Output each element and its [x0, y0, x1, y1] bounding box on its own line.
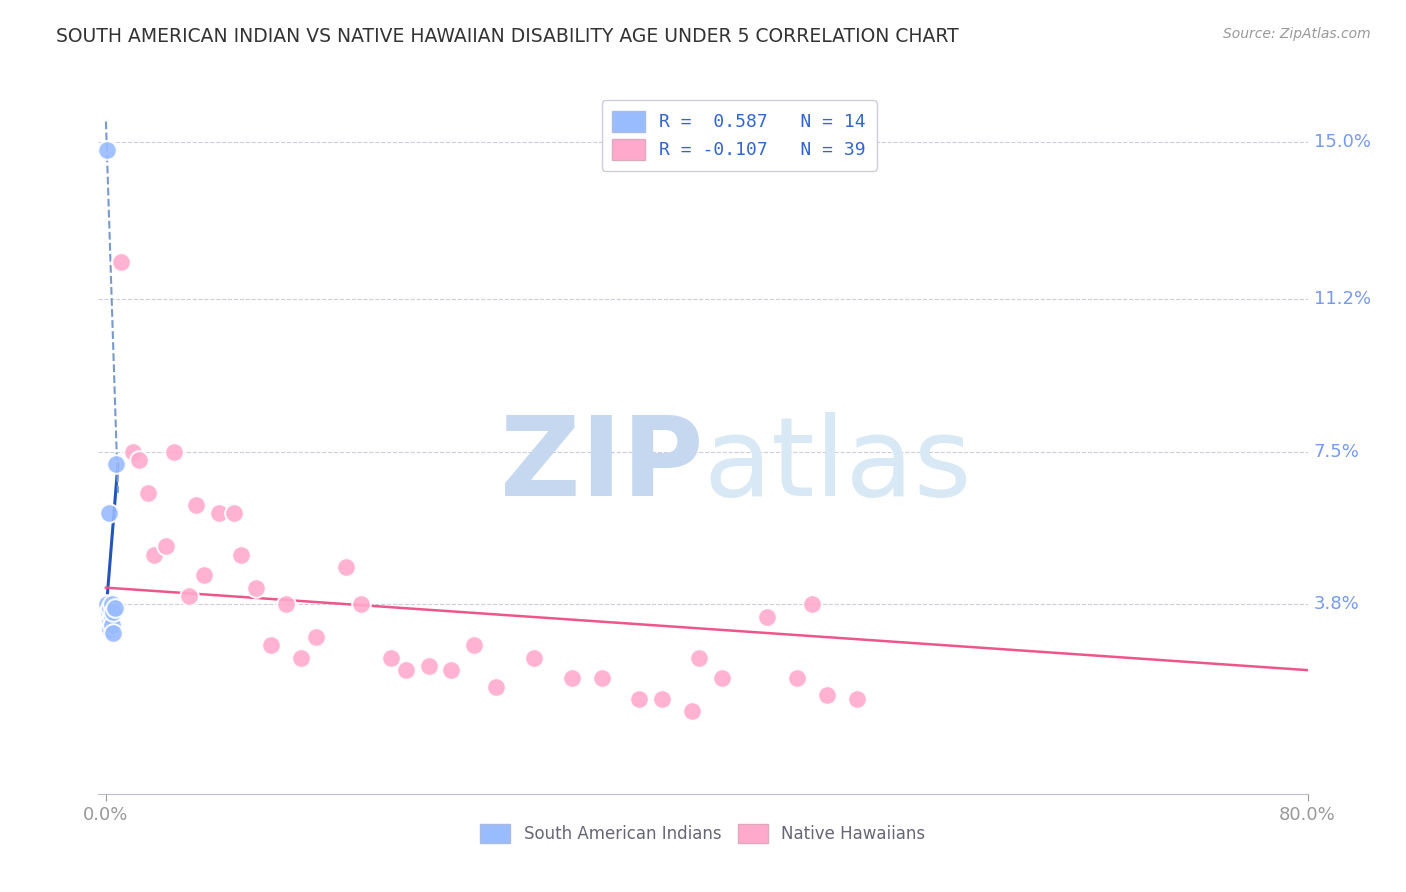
- Point: [155, 540, 177, 554]
- Point: [103, 606, 125, 620]
- Point: [143, 548, 166, 562]
- Text: 11.2%: 11.2%: [1313, 290, 1371, 308]
- Point: [395, 663, 418, 677]
- Point: [193, 568, 215, 582]
- Point: [350, 597, 373, 611]
- Point: [755, 609, 778, 624]
- Point: [229, 548, 252, 562]
- Point: [305, 630, 328, 644]
- Text: SOUTH AMERICAN INDIAN VS NATIVE HAWAIIAN DISABILITY AGE UNDER 5 CORRELATION CHAR: SOUTH AMERICAN INDIAN VS NATIVE HAWAIIAN…: [56, 27, 959, 45]
- Point: [815, 688, 838, 702]
- Point: [380, 650, 402, 665]
- Point: [128, 452, 150, 467]
- Legend: South American Indians, Native Hawaiians: South American Indians, Native Hawaiians: [474, 817, 932, 850]
- Text: ZIP: ZIP: [499, 412, 703, 519]
- Point: [800, 597, 823, 611]
- Point: [162, 444, 184, 458]
- Point: [100, 622, 122, 636]
- Text: atlas: atlas: [703, 412, 972, 519]
- Point: [290, 650, 312, 665]
- Text: 15.0%: 15.0%: [1313, 133, 1371, 151]
- Point: [101, 597, 124, 611]
- Text: Source: ZipAtlas.com: Source: ZipAtlas.com: [1223, 27, 1371, 41]
- Point: [177, 589, 200, 603]
- Point: [276, 597, 298, 611]
- Point: [485, 680, 508, 694]
- Point: [101, 609, 124, 624]
- Text: 7.5%: 7.5%: [1313, 442, 1360, 460]
- Point: [628, 692, 651, 706]
- Point: [101, 617, 124, 632]
- Point: [786, 672, 808, 686]
- Point: [96, 144, 118, 158]
- Point: [104, 601, 127, 615]
- Point: [100, 614, 122, 628]
- Point: [681, 705, 703, 719]
- Point: [440, 663, 463, 677]
- Point: [688, 650, 710, 665]
- Point: [710, 672, 733, 686]
- Point: [110, 254, 132, 268]
- Point: [591, 672, 613, 686]
- Point: [463, 639, 485, 653]
- Point: [184, 498, 207, 512]
- Point: [245, 581, 267, 595]
- Text: 3.8%: 3.8%: [1313, 595, 1360, 613]
- Point: [651, 692, 673, 706]
- Point: [103, 626, 125, 640]
- Point: [207, 507, 229, 521]
- Point: [122, 444, 145, 458]
- Point: [846, 692, 869, 706]
- Point: [561, 672, 583, 686]
- Point: [96, 597, 118, 611]
- Point: [97, 507, 120, 521]
- Point: [418, 659, 440, 673]
- Point: [105, 457, 128, 471]
- Point: [100, 601, 122, 615]
- Point: [136, 485, 159, 500]
- Point: [523, 650, 546, 665]
- Point: [335, 560, 357, 574]
- Point: [222, 507, 245, 521]
- Point: [97, 606, 120, 620]
- Point: [260, 639, 283, 653]
